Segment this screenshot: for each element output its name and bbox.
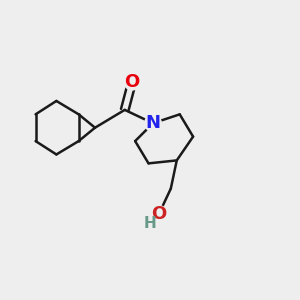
Circle shape bbox=[151, 206, 167, 222]
Text: O: O bbox=[124, 73, 140, 91]
Text: H: H bbox=[144, 216, 156, 231]
Text: O: O bbox=[151, 205, 166, 223]
Circle shape bbox=[124, 73, 140, 90]
Circle shape bbox=[145, 115, 161, 132]
Text: N: N bbox=[146, 114, 160, 132]
